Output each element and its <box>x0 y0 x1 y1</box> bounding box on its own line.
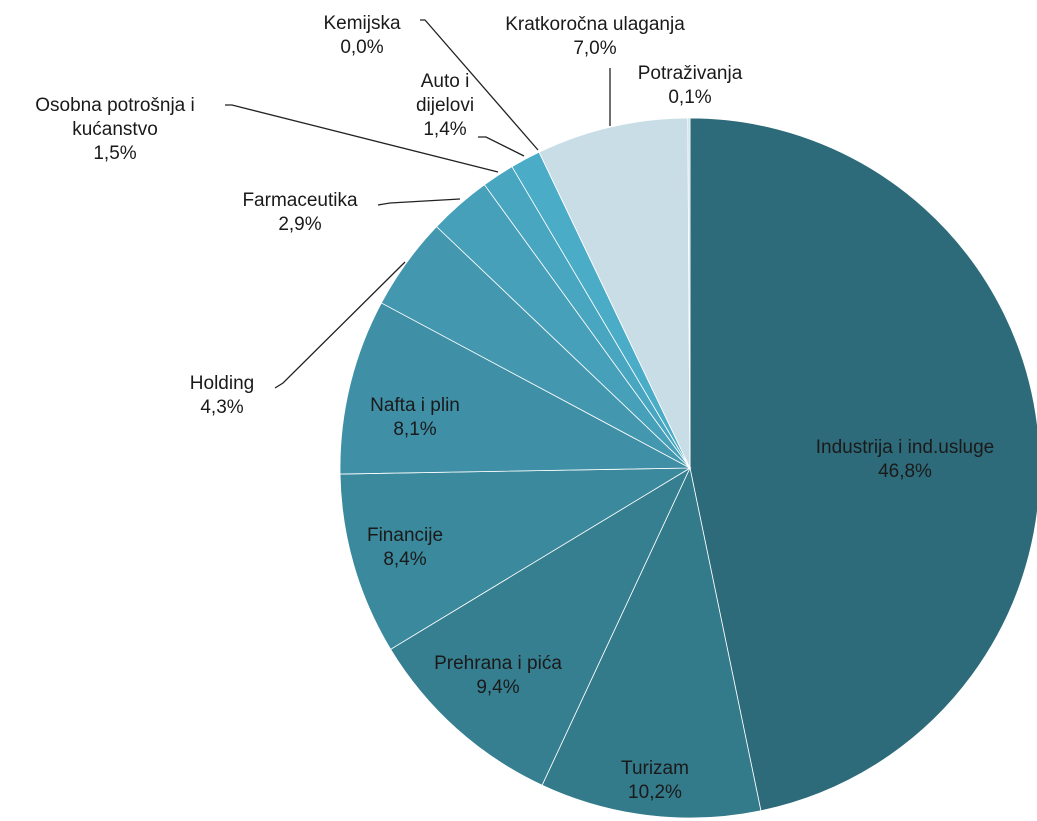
value-label: 10,2% <box>628 782 682 803</box>
category-name: Osobna potrošnja i kućanstvo <box>35 95 195 140</box>
value-label: 8,1% <box>393 419 437 440</box>
pie-slice <box>687 117 691 469</box>
slice-label: Auto i dijelovi 1,4% <box>405 70 485 142</box>
slice-label: Osobna potrošnja i kućanstvo 1,5% <box>3 94 228 166</box>
slice-label: Turizam 10,2% <box>621 757 689 805</box>
pie-slice <box>538 117 691 469</box>
category-name: Kratkoročna ulaganja <box>505 14 685 35</box>
leader-line <box>274 261 406 389</box>
leader-line <box>478 136 525 157</box>
category-name: Kemijska <box>323 13 401 34</box>
value-label: 1,5% <box>93 143 137 164</box>
slice-label: Kemijska 0,0% <box>323 12 400 60</box>
category-name: Farmaceutika <box>242 190 358 211</box>
pie-slice <box>689 117 1037 812</box>
slice-label: Potraživanja 0,1% <box>638 62 743 110</box>
value-label: 1,4% <box>423 119 467 140</box>
pie-slice <box>339 302 692 475</box>
leader-line <box>377 198 461 206</box>
value-label: 7,0% <box>573 38 617 59</box>
slice-label: Farmaceutika 2,9% <box>242 189 357 237</box>
value-label: 9,4% <box>476 677 520 698</box>
value-label: 8,4% <box>383 549 427 570</box>
slice-label: Kratkoročna ulaganja 7,0% <box>505 13 685 61</box>
category-name: Financije <box>366 525 444 546</box>
slice-label: Prehrana i pića 9,4% <box>434 652 562 700</box>
category-name: Potraživanja <box>637 63 743 84</box>
value-label: 0,1% <box>668 87 712 108</box>
category-name: Turizam <box>621 758 689 779</box>
leader-line <box>225 104 499 173</box>
leader-line <box>420 19 539 151</box>
pie-slice <box>339 467 692 650</box>
category-name: Industrija i ind.usluge <box>815 437 995 458</box>
slice-label: Holding 4,3% <box>190 372 254 420</box>
value-label: 2,9% <box>278 214 322 235</box>
slice-label: Nafta i plin 8,1% <box>370 394 460 442</box>
category-name: Auto i dijelovi <box>415 71 475 116</box>
value-label: 0,0% <box>340 37 384 58</box>
slice-label: Industrija i ind.usluge 46,8% <box>816 436 995 484</box>
value-label: 46,8% <box>878 461 932 482</box>
pie-slice <box>541 466 762 819</box>
category-name: Prehrana i pića <box>434 653 562 674</box>
slice-label: Financije 8,4% <box>367 524 443 572</box>
category-name: Nafta i plin <box>370 395 460 416</box>
pie-slice <box>390 466 691 786</box>
category-name: Holding <box>189 373 255 394</box>
value-label: 4,3% <box>200 397 244 418</box>
